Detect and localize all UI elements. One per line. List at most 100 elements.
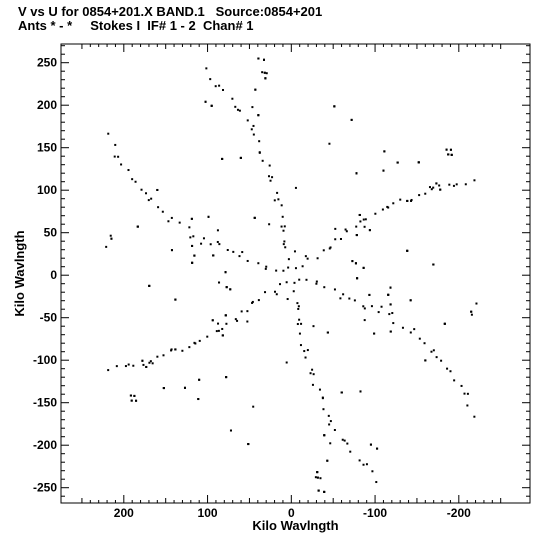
uv-point <box>430 188 433 191</box>
uv-point <box>364 218 367 221</box>
uv-point <box>344 228 347 231</box>
uv-point <box>279 283 282 286</box>
uv-point <box>370 305 373 308</box>
uv-point <box>205 67 208 70</box>
uv-point <box>418 194 421 197</box>
uv-point <box>424 359 427 362</box>
uv-point <box>453 379 456 382</box>
uv-point <box>132 364 135 367</box>
uv-point <box>418 337 421 340</box>
uv-point <box>276 191 279 194</box>
uv-point <box>351 260 354 263</box>
uv-point <box>135 399 138 402</box>
uv-point <box>283 225 286 228</box>
uv-point <box>410 198 413 201</box>
uv-point <box>157 206 160 209</box>
uv-point <box>107 369 110 372</box>
plot-frame <box>60 43 531 504</box>
uv-point <box>377 311 380 314</box>
uv-point <box>193 254 196 257</box>
uv-point <box>409 299 412 302</box>
y-tick-label: -200 <box>33 438 57 452</box>
uv-point <box>129 394 132 397</box>
uv-point <box>247 443 250 446</box>
uv-point <box>435 182 438 185</box>
uv-point <box>381 208 384 211</box>
uv-point <box>316 471 319 474</box>
uv-point <box>428 186 431 189</box>
uv-point <box>464 183 467 186</box>
uv-point <box>257 57 260 60</box>
uv-point <box>315 280 318 283</box>
uv-point <box>282 243 285 246</box>
data-points <box>105 57 478 493</box>
uv-point <box>423 342 426 345</box>
uv-point <box>234 318 237 321</box>
uv-point <box>107 132 110 135</box>
uv-point <box>273 199 276 202</box>
x-tick-label: -100 <box>363 506 387 520</box>
uv-point <box>140 188 143 191</box>
uv-point <box>133 394 136 397</box>
uv-point <box>435 356 438 359</box>
uv-point <box>312 373 315 376</box>
uv-point <box>396 161 399 164</box>
uv-point <box>238 255 241 258</box>
uv-point <box>222 88 225 91</box>
uv-point <box>363 307 366 310</box>
uv-point <box>328 142 331 145</box>
uv-point <box>218 243 221 246</box>
uv-point <box>142 363 145 366</box>
uv-point <box>299 344 302 347</box>
x-tick-label: 0 <box>288 506 295 520</box>
uv-point <box>326 331 329 334</box>
uv-point <box>406 249 409 252</box>
uv-point <box>257 299 260 302</box>
uv-point <box>430 350 433 353</box>
uv-point <box>206 335 209 338</box>
uv-point <box>316 257 319 260</box>
uv-point <box>354 262 357 265</box>
uv-point <box>413 328 416 331</box>
uv-point <box>217 329 220 332</box>
uv-point <box>250 128 253 131</box>
uv-point <box>246 119 249 122</box>
y-tick-label: 50 <box>44 226 58 240</box>
uv-point <box>120 163 123 166</box>
uv-point <box>328 247 331 250</box>
x-tick-label: 200 <box>114 506 134 520</box>
uv-point <box>376 447 379 450</box>
uv-point <box>355 225 358 228</box>
uv-point <box>209 243 212 246</box>
uv-point <box>309 372 312 375</box>
uv-point <box>162 387 165 390</box>
uv-point <box>232 250 235 253</box>
uv-point <box>217 322 220 325</box>
uv-point <box>388 313 391 316</box>
uv-point <box>311 383 314 386</box>
uv-point <box>221 157 224 160</box>
uv-point <box>345 230 348 233</box>
uv-point <box>371 470 374 473</box>
uv-point <box>368 293 371 296</box>
uv-point <box>300 322 303 325</box>
uv-point <box>178 221 181 224</box>
uv-point <box>333 288 336 291</box>
uv-point <box>209 78 212 81</box>
uv-point <box>280 225 283 228</box>
uv-point <box>151 362 154 365</box>
uv-point <box>198 339 201 342</box>
uv-point <box>355 234 358 237</box>
uv-point <box>383 150 386 153</box>
y-tick-label: 100 <box>37 183 57 197</box>
uv-point <box>292 290 295 293</box>
uv-point <box>438 184 441 187</box>
uv-point <box>261 71 264 74</box>
uv-point <box>236 319 239 322</box>
uv-point <box>349 450 352 453</box>
uv-point <box>264 267 267 270</box>
uv-point <box>191 261 194 264</box>
uv-point <box>207 215 210 218</box>
uv-point <box>362 218 365 221</box>
uv-point <box>389 330 392 333</box>
